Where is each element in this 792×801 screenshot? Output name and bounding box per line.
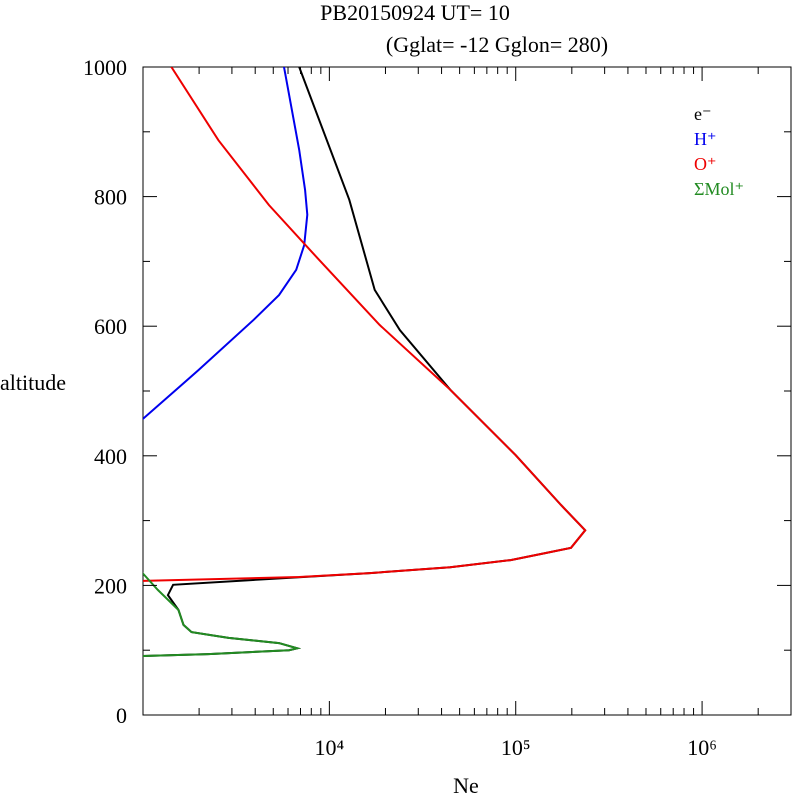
y-axis-label: altitude (0, 370, 66, 395)
y-tick-label: 800 (94, 185, 127, 210)
legend-entry: e⁻ (694, 104, 712, 124)
series-line (143, 67, 309, 421)
x-tick-label: 10⁵ (501, 735, 531, 760)
x-axis-label: Ne (453, 773, 479, 796)
series-line (143, 572, 302, 657)
chart-title: PB20150924 UT= 10 (320, 0, 510, 25)
series-line (143, 67, 587, 582)
chart-subtitle: (Gglat= -12 Gglon= 280) (386, 32, 608, 57)
plot-lines (143, 67, 587, 657)
legend-entry: H⁺ (694, 129, 717, 149)
x-tick-label: 10⁴ (315, 735, 345, 760)
x-tick-label: 10⁶ (687, 735, 717, 760)
y-tick-label: 0 (116, 703, 127, 728)
legend-entry: O⁺ (694, 154, 717, 174)
y-tick-label: 1000 (83, 55, 127, 80)
legend-entry: ΣMol⁺ (694, 179, 744, 199)
y-tick-label: 400 (94, 444, 127, 469)
y-tick-label: 600 (94, 314, 127, 339)
y-tick-label: 200 (94, 573, 127, 598)
